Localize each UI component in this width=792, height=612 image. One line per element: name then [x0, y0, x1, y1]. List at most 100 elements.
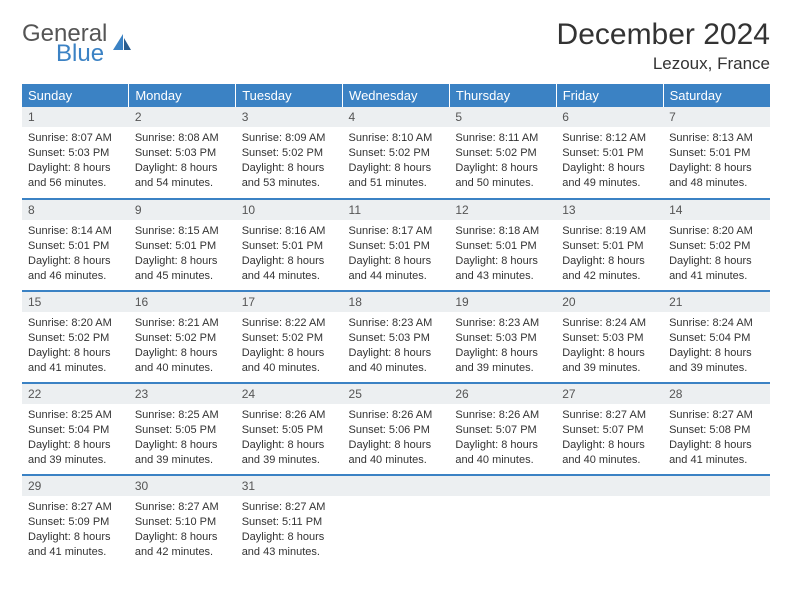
- day-number: 30: [129, 476, 236, 496]
- day-info: Sunrise: 8:27 AMSunset: 5:09 PMDaylight:…: [22, 496, 129, 565]
- day-info: Sunrise: 8:24 AMSunset: 5:03 PMDaylight:…: [556, 312, 663, 381]
- week-row: 22Sunrise: 8:25 AMSunset: 5:04 PMDayligh…: [22, 383, 770, 475]
- day-cell: [449, 475, 556, 567]
- day-cell: 17Sunrise: 8:22 AMSunset: 5:02 PMDayligh…: [236, 291, 343, 383]
- day-info: Sunrise: 8:20 AMSunset: 5:02 PMDaylight:…: [663, 220, 770, 289]
- day-number-empty: [663, 476, 770, 496]
- day-number: 2: [129, 107, 236, 127]
- day-header: Friday: [556, 84, 663, 107]
- day-number: 28: [663, 384, 770, 404]
- day-number: 17: [236, 292, 343, 312]
- day-cell: 28Sunrise: 8:27 AMSunset: 5:08 PMDayligh…: [663, 383, 770, 475]
- day-info: Sunrise: 8:09 AMSunset: 5:02 PMDaylight:…: [236, 127, 343, 196]
- logo-line2: Blue: [56, 42, 107, 66]
- day-info: Sunrise: 8:21 AMSunset: 5:02 PMDaylight:…: [129, 312, 236, 381]
- day-number: 19: [449, 292, 556, 312]
- day-number: 3: [236, 107, 343, 127]
- day-number: 10: [236, 200, 343, 220]
- day-number-empty: [556, 476, 663, 496]
- logo-text: General Blue: [22, 22, 107, 66]
- week-row: 8Sunrise: 8:14 AMSunset: 5:01 PMDaylight…: [22, 199, 770, 291]
- day-info: Sunrise: 8:22 AMSunset: 5:02 PMDaylight:…: [236, 312, 343, 381]
- day-cell: 18Sunrise: 8:23 AMSunset: 5:03 PMDayligh…: [343, 291, 450, 383]
- day-number: 26: [449, 384, 556, 404]
- day-cell: 26Sunrise: 8:26 AMSunset: 5:07 PMDayligh…: [449, 383, 556, 475]
- day-number: 6: [556, 107, 663, 127]
- day-cell: 25Sunrise: 8:26 AMSunset: 5:06 PMDayligh…: [343, 383, 450, 475]
- day-cell: 10Sunrise: 8:16 AMSunset: 5:01 PMDayligh…: [236, 199, 343, 291]
- day-number: 1: [22, 107, 129, 127]
- day-info: Sunrise: 8:26 AMSunset: 5:05 PMDaylight:…: [236, 404, 343, 473]
- day-cell: 12Sunrise: 8:18 AMSunset: 5:01 PMDayligh…: [449, 199, 556, 291]
- day-header: Monday: [129, 84, 236, 107]
- day-cell: 21Sunrise: 8:24 AMSunset: 5:04 PMDayligh…: [663, 291, 770, 383]
- day-number: 8: [22, 200, 129, 220]
- day-cell: 24Sunrise: 8:26 AMSunset: 5:05 PMDayligh…: [236, 383, 343, 475]
- week-row: 1Sunrise: 8:07 AMSunset: 5:03 PMDaylight…: [22, 107, 770, 199]
- day-info: Sunrise: 8:25 AMSunset: 5:04 PMDaylight:…: [22, 404, 129, 473]
- day-info: Sunrise: 8:08 AMSunset: 5:03 PMDaylight:…: [129, 127, 236, 196]
- day-cell: 11Sunrise: 8:17 AMSunset: 5:01 PMDayligh…: [343, 199, 450, 291]
- day-info: Sunrise: 8:16 AMSunset: 5:01 PMDaylight:…: [236, 220, 343, 289]
- day-info: Sunrise: 8:19 AMSunset: 5:01 PMDaylight:…: [556, 220, 663, 289]
- day-number: 15: [22, 292, 129, 312]
- day-cell: 30Sunrise: 8:27 AMSunset: 5:10 PMDayligh…: [129, 475, 236, 567]
- day-cell: 22Sunrise: 8:25 AMSunset: 5:04 PMDayligh…: [22, 383, 129, 475]
- day-cell: 19Sunrise: 8:23 AMSunset: 5:03 PMDayligh…: [449, 291, 556, 383]
- day-cell: 16Sunrise: 8:21 AMSunset: 5:02 PMDayligh…: [129, 291, 236, 383]
- day-info: Sunrise: 8:24 AMSunset: 5:04 PMDaylight:…: [663, 312, 770, 381]
- day-number: 29: [22, 476, 129, 496]
- day-info: Sunrise: 8:15 AMSunset: 5:01 PMDaylight:…: [129, 220, 236, 289]
- day-cell: [556, 475, 663, 567]
- logo: General Blue: [22, 22, 133, 66]
- day-number: 20: [556, 292, 663, 312]
- day-info: Sunrise: 8:27 AMSunset: 5:08 PMDaylight:…: [663, 404, 770, 473]
- day-number: 7: [663, 107, 770, 127]
- day-info: Sunrise: 8:26 AMSunset: 5:07 PMDaylight:…: [449, 404, 556, 473]
- day-cell: 29Sunrise: 8:27 AMSunset: 5:09 PMDayligh…: [22, 475, 129, 567]
- day-header: Tuesday: [236, 84, 343, 107]
- day-number: 4: [343, 107, 450, 127]
- day-info: Sunrise: 8:07 AMSunset: 5:03 PMDaylight:…: [22, 127, 129, 196]
- day-number: 11: [343, 200, 450, 220]
- day-header: Thursday: [449, 84, 556, 107]
- day-number: 18: [343, 292, 450, 312]
- calendar-table: SundayMondayTuesdayWednesdayThursdayFrid…: [22, 84, 770, 567]
- location: Lezoux, France: [557, 54, 770, 74]
- day-number: 27: [556, 384, 663, 404]
- day-cell: 4Sunrise: 8:10 AMSunset: 5:02 PMDaylight…: [343, 107, 450, 199]
- day-cell: 8Sunrise: 8:14 AMSunset: 5:01 PMDaylight…: [22, 199, 129, 291]
- day-number: 24: [236, 384, 343, 404]
- day-info: Sunrise: 8:23 AMSunset: 5:03 PMDaylight:…: [449, 312, 556, 381]
- day-number: 31: [236, 476, 343, 496]
- day-cell: 2Sunrise: 8:08 AMSunset: 5:03 PMDaylight…: [129, 107, 236, 199]
- header: General Blue December 2024 Lezoux, Franc…: [22, 18, 770, 74]
- day-header: Wednesday: [343, 84, 450, 107]
- day-header: Saturday: [663, 84, 770, 107]
- day-cell: 5Sunrise: 8:11 AMSunset: 5:02 PMDaylight…: [449, 107, 556, 199]
- day-info: Sunrise: 8:18 AMSunset: 5:01 PMDaylight:…: [449, 220, 556, 289]
- day-cell: 13Sunrise: 8:19 AMSunset: 5:01 PMDayligh…: [556, 199, 663, 291]
- title-block: December 2024 Lezoux, France: [557, 18, 770, 74]
- day-number: 16: [129, 292, 236, 312]
- day-number: 14: [663, 200, 770, 220]
- day-number: 13: [556, 200, 663, 220]
- day-info: Sunrise: 8:10 AMSunset: 5:02 PMDaylight:…: [343, 127, 450, 196]
- day-cell: [663, 475, 770, 567]
- day-number: 12: [449, 200, 556, 220]
- day-info: Sunrise: 8:25 AMSunset: 5:05 PMDaylight:…: [129, 404, 236, 473]
- month-title: December 2024: [557, 18, 770, 52]
- day-cell: 9Sunrise: 8:15 AMSunset: 5:01 PMDaylight…: [129, 199, 236, 291]
- day-number: 22: [22, 384, 129, 404]
- day-info: Sunrise: 8:14 AMSunset: 5:01 PMDaylight:…: [22, 220, 129, 289]
- day-number: 25: [343, 384, 450, 404]
- week-row: 15Sunrise: 8:20 AMSunset: 5:02 PMDayligh…: [22, 291, 770, 383]
- day-cell: 31Sunrise: 8:27 AMSunset: 5:11 PMDayligh…: [236, 475, 343, 567]
- day-number: 5: [449, 107, 556, 127]
- day-info: Sunrise: 8:27 AMSunset: 5:10 PMDaylight:…: [129, 496, 236, 565]
- day-cell: 7Sunrise: 8:13 AMSunset: 5:01 PMDaylight…: [663, 107, 770, 199]
- day-cell: 27Sunrise: 8:27 AMSunset: 5:07 PMDayligh…: [556, 383, 663, 475]
- day-number-empty: [449, 476, 556, 496]
- logo-sail-icon: [111, 32, 133, 59]
- day-cell: 15Sunrise: 8:20 AMSunset: 5:02 PMDayligh…: [22, 291, 129, 383]
